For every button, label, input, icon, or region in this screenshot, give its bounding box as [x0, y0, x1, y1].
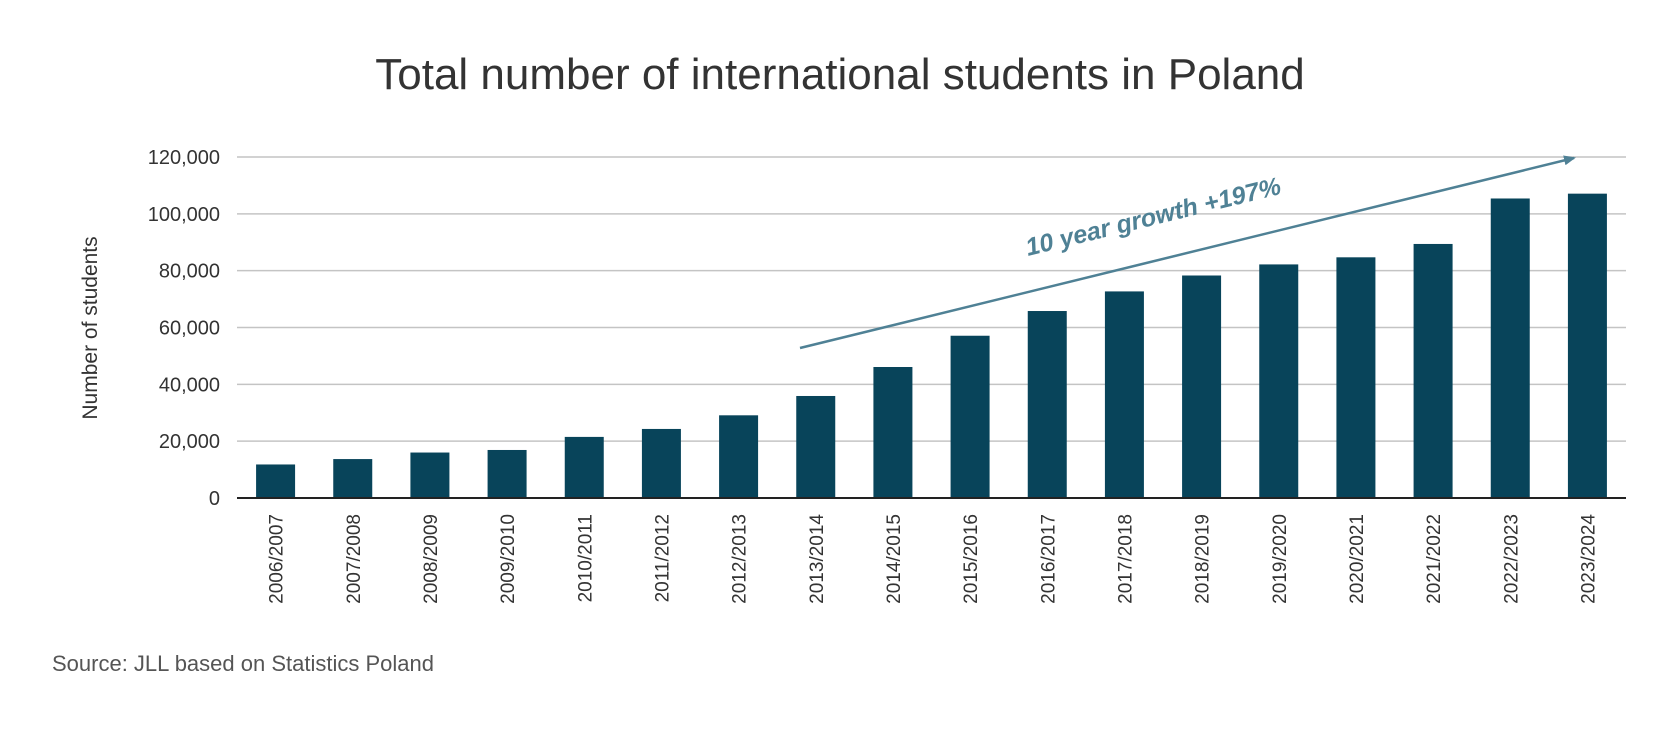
growth-annotation: 10 year growth +197%: [1023, 172, 1284, 262]
bar: [333, 459, 373, 498]
y-tick-label: 40,000: [159, 374, 220, 396]
growth-arrow: [799, 155, 1576, 350]
y-axis-label: Number of students: [79, 236, 102, 419]
x-tick-label: 2016/2017: [1038, 514, 1059, 604]
y-tick-label: 60,000: [159, 318, 220, 340]
bar: [564, 436, 604, 498]
x-tick-label: 2020/2021: [1347, 514, 1368, 604]
chart-title: Total number of international students i…: [375, 50, 1305, 99]
bar: [1567, 193, 1607, 498]
x-tick-label: 2014/2015: [884, 514, 905, 604]
x-tick-label: 2008/2009: [421, 514, 442, 604]
x-tick-label: 2009/2010: [498, 514, 519, 604]
x-tick-label: 2017/2018: [1115, 514, 1136, 604]
bar: [1336, 257, 1376, 498]
bar: [1490, 198, 1530, 498]
bar: [487, 449, 527, 498]
y-tick-label: 120,000: [148, 147, 220, 169]
bar: [410, 452, 450, 498]
x-tick-label: 2022/2023: [1501, 514, 1522, 604]
bar: [719, 415, 759, 498]
y-tick-label: 20,000: [159, 431, 220, 453]
bar: [1259, 264, 1299, 498]
bar: [1027, 311, 1067, 498]
bar: [873, 366, 913, 498]
gridlines: [237, 156, 1626, 442]
x-tick-label: 2018/2019: [1193, 514, 1214, 604]
x-tick-label: 2021/2022: [1424, 514, 1445, 604]
y-tick-label: 100,000: [148, 204, 220, 226]
bars: [256, 193, 1607, 498]
bar: [796, 395, 836, 498]
bar: [1182, 275, 1222, 498]
x-tick-label: 2013/2014: [807, 514, 828, 604]
bar: [1104, 291, 1144, 498]
x-tick-label: 2007/2008: [344, 514, 365, 604]
x-tick-label: 2011/2012: [652, 514, 673, 602]
x-tick-label: 2023/2024: [1578, 514, 1599, 604]
x-tick-label: 2006/2007: [267, 514, 288, 604]
x-axis-ticks: 2006/2007 2007/2008 2008/2009 2009/2010 2010…: [267, 514, 1600, 604]
bar: [950, 335, 990, 498]
x-tick-label: 2019/2020: [1270, 514, 1291, 604]
bar: [1413, 243, 1453, 498]
bar: [641, 428, 681, 498]
bar: [256, 464, 296, 498]
source-note: Source: JLL based on Statistics Poland: [52, 651, 434, 676]
y-tick-label: 0: [209, 488, 220, 510]
y-axis-ticks: 0 20,000 40,000 60,000 80,000 100,000 120,000: [148, 147, 220, 510]
y-tick-label: 80,000: [159, 261, 220, 283]
x-tick-label: 2012/2013: [730, 514, 751, 604]
x-tick-label: 2010/2011: [575, 514, 596, 602]
x-tick-label: 2015/2016: [961, 514, 982, 604]
